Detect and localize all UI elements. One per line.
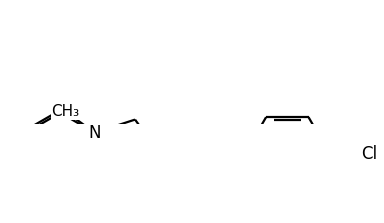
Text: N: N	[88, 124, 101, 142]
Text: CH₃: CH₃	[51, 104, 79, 119]
Text: Cl: Cl	[362, 145, 378, 163]
